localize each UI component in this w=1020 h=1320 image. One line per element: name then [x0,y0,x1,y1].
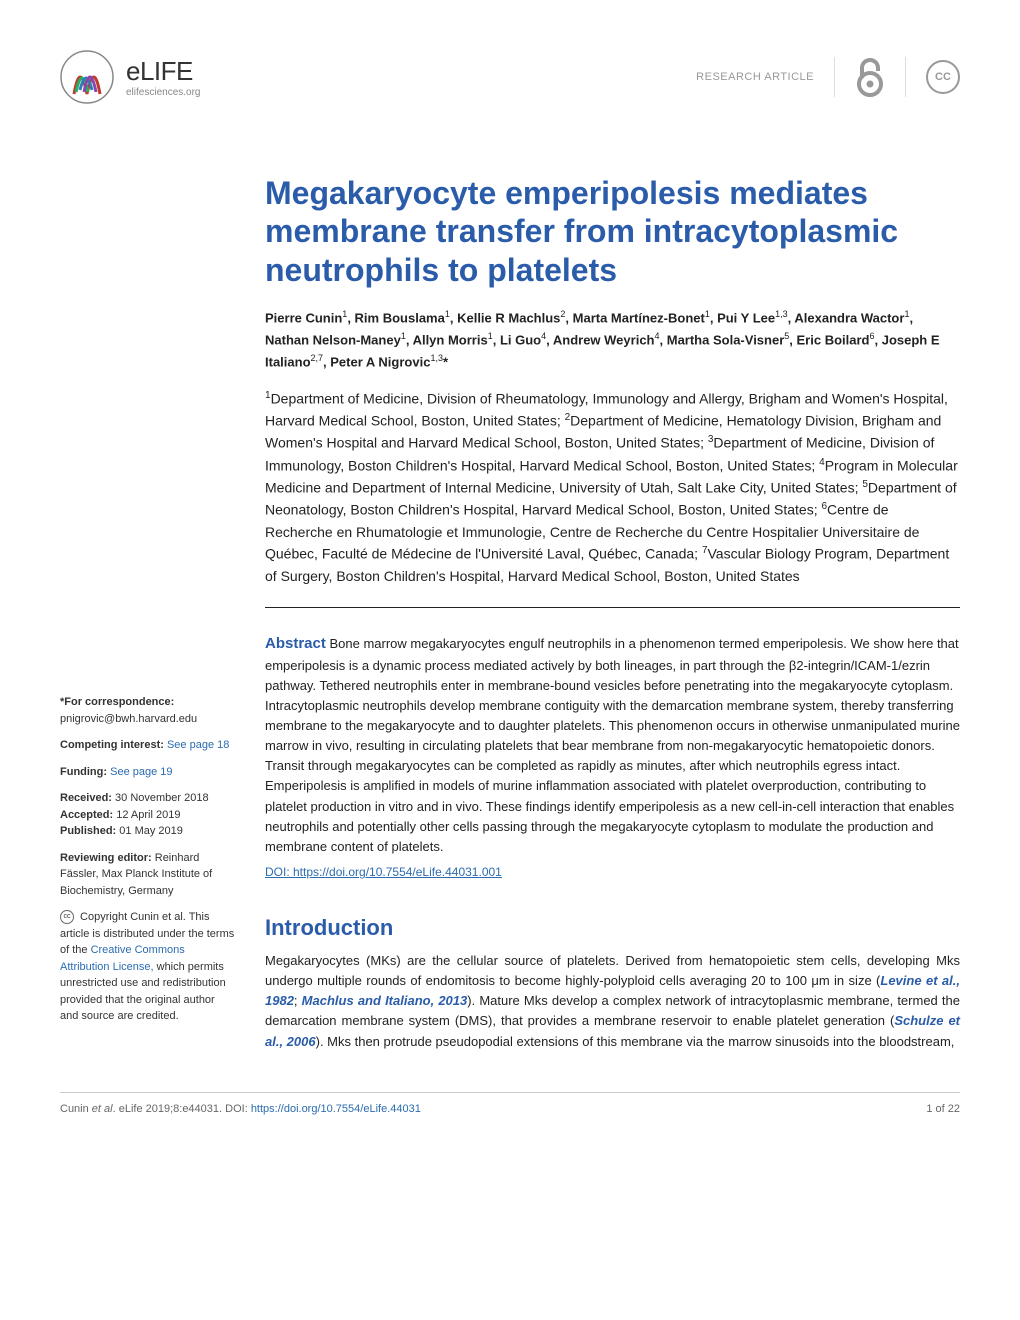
header-right: RESEARCH ARTICLE CC [696,56,960,98]
page-number: 1 of 22 [926,1103,960,1115]
doi-link[interactable]: DOI: https://doi.org/10.7554/eLife.44031… [265,865,960,879]
author-list: Pierre Cunin1, Rim Bouslama1, Kellie R M… [265,307,960,373]
footer-citation: Cunin et al. eLife 2019;8:e44031. DOI: h… [60,1103,421,1115]
accepted-label: Accepted: [60,809,113,821]
sidebar-metadata: *For correspondence: pnigrovic@bwh.harva… [60,174,235,1052]
introduction-body: Megakaryocytes (MKs) are the cellular so… [265,951,960,1052]
competing-interest-link[interactable]: See page 18 [167,739,229,751]
page-header: eLIFE elifesciences.org RESEARCH ARTICLE… [60,50,960,104]
divider [265,607,960,608]
received-date: 30 November 2018 [112,792,209,804]
open-access-icon [855,56,885,98]
abstract-text: Bone marrow megakaryocytes engulf neutro… [265,636,960,854]
published-label: Published: [60,825,116,837]
cc-license-icon: CC [926,60,960,94]
introduction-heading: Introduction [265,915,960,941]
footer-doi-link[interactable]: https://doi.org/10.7554/eLife.44031 [251,1103,421,1115]
page-footer: Cunin et al. eLife 2019;8:e44031. DOI: h… [60,1092,960,1115]
main-content: Megakaryocyte emperipolesis mediates mem… [265,174,960,1052]
abstract: Abstract Bone marrow megakaryocytes engu… [265,632,960,857]
reviewing-editor-label: Reviewing editor: [60,852,155,864]
funding-link[interactable]: See page 19 [110,766,172,778]
journal-url: elifesciences.org [126,87,200,98]
cc-inline-icon: cc [60,910,74,924]
article-title: Megakaryocyte emperipolesis mediates mem… [265,174,960,289]
accepted-date: 12 April 2019 [113,809,180,821]
divider [905,57,906,97]
elife-logo-icon [60,50,114,104]
journal-logo-block: eLIFE elifesciences.org [60,50,200,104]
abstract-label: Abstract [265,635,326,652]
article-type-label: RESEARCH ARTICLE [696,71,814,83]
journal-name: eLIFE [126,56,200,87]
correspondence-label: *For correspondence: [60,696,174,708]
competing-interest-label: Competing interest: [60,739,164,751]
funding-label: Funding: [60,766,107,778]
correspondence-email: pnigrovic@bwh.harvard.edu [60,713,197,725]
received-label: Received: [60,792,112,804]
published-date: 01 May 2019 [116,825,183,837]
affiliations: 1Department of Medicine, Division of Rhe… [265,388,960,588]
divider [834,57,835,97]
